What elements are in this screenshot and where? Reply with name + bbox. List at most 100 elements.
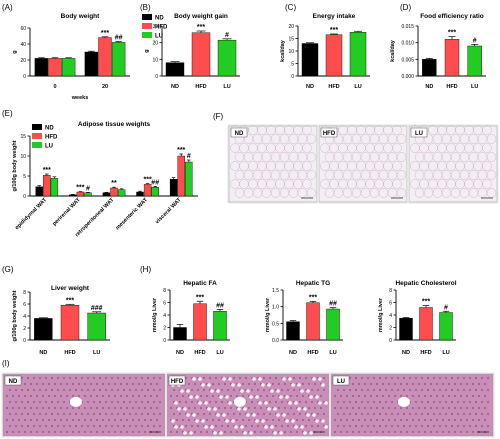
- panel-i-nucleus: [98, 424, 102, 428]
- panel-i-nucleus: [408, 412, 412, 416]
- panel-i-nucleus: [417, 382, 421, 386]
- panel-i-nucleus: [378, 376, 382, 380]
- panel-i-nucleus: [462, 400, 466, 404]
- panel-i-nucleus: [98, 376, 102, 380]
- panel-h3-title: Hepatic Cholesterol: [395, 280, 456, 287]
- panel-i-nucleus: [369, 394, 373, 398]
- panel-e-significance-label: ***: [144, 177, 152, 184]
- panel-f: ND HFD LU: [227, 124, 499, 204]
- panel-i-nucleus: [342, 424, 346, 428]
- panel-i-nucleus: [205, 430, 209, 434]
- panel-i-label-box: [168, 375, 186, 386]
- panel-i-lipid-droplet: [207, 407, 211, 411]
- panel-i-nucleus: [348, 400, 352, 404]
- panel-i-nucleus: [229, 394, 233, 398]
- panel-i-nucleus: [414, 412, 418, 416]
- panel-i-nucleus: [128, 424, 132, 428]
- panel-c-bar: [349, 32, 367, 77]
- panel-i-nucleus: [26, 424, 30, 428]
- panel-i-nucleus: [68, 424, 72, 428]
- panel-i-nucleus: [232, 388, 236, 392]
- panel-c-y-tick-label: 20: [288, 24, 294, 30]
- panel-i-nucleus: [125, 382, 129, 386]
- panel-i-nucleus: [450, 412, 454, 416]
- panel-i-nucleus: [366, 424, 370, 428]
- panel-i-nucleus: [289, 394, 293, 398]
- panel-i-nucleus: [211, 418, 215, 422]
- panel-i-nucleus: [313, 406, 317, 410]
- panel-i-nucleus: [375, 430, 379, 434]
- panel-a-title: Body weight: [61, 13, 100, 20]
- panel-i-nucleus: [86, 412, 90, 416]
- panel-i-lipid-droplet: [312, 413, 316, 417]
- panel-i-nucleus: [116, 400, 120, 404]
- panel-h3-significance-label: ***: [422, 299, 430, 306]
- panel-i-nucleus: [432, 376, 436, 380]
- panel-i-nucleus: [286, 424, 290, 428]
- panel-i-lipid-droplet: [243, 407, 247, 411]
- panel-i-nucleus: [333, 394, 337, 398]
- legend-e: ND HFD LU: [32, 124, 58, 150]
- panel-e-bar: [185, 161, 193, 197]
- panel-f-cell: [486, 188, 497, 198]
- panel-e-significance-label: ***: [76, 185, 84, 192]
- panel-i-nucleus: [80, 376, 84, 380]
- panel-i-lipid-droplet: [267, 407, 271, 411]
- panel-i-lipid-droplet: [321, 383, 325, 387]
- panel-f-image-lu: LU: [408, 125, 498, 203]
- panel-h2-bar: [306, 302, 320, 341]
- panel-i-nucleus: [396, 376, 400, 380]
- panel-i-nucleus: [369, 382, 373, 386]
- panel-i-nucleus: [348, 412, 352, 416]
- panel-i-nucleus: [474, 376, 478, 380]
- panel-i-nucleus: [384, 376, 388, 380]
- panel-i-lipid-droplet: [321, 419, 325, 423]
- panel-i-nucleus: [304, 376, 308, 380]
- panel-i-nucleus: [62, 400, 66, 404]
- panel-i-nucleus: [14, 400, 18, 404]
- panel-i-nucleus: [59, 430, 63, 434]
- legend-e-swatch-hfd: [32, 133, 42, 139]
- panel-i-nucleus: [71, 406, 75, 410]
- panel-i-nucleus: [381, 418, 385, 422]
- panel-i-nucleus: [339, 430, 343, 434]
- panel-i-nucleus: [387, 382, 391, 386]
- panel-i-nucleus: [71, 418, 75, 422]
- panel-i-nucleus: [378, 400, 382, 404]
- panel-i-nucleus: [483, 406, 487, 410]
- panel-i-nucleus: [411, 382, 415, 386]
- panel-i-nucleus: [369, 430, 373, 434]
- panel-i-lipid-droplet: [183, 431, 187, 435]
- panel-i-nucleus: [250, 424, 254, 428]
- panel-i-nucleus: [381, 430, 385, 434]
- panel-i-lipid-droplet: [261, 419, 265, 423]
- panel-i-nucleus: [447, 382, 451, 386]
- panel-i-nucleus: [277, 382, 281, 386]
- panel-a-significance-label: ##: [115, 35, 123, 42]
- panel-i-nucleus: [244, 424, 248, 428]
- panel-i-nucleus: [235, 418, 239, 422]
- panel-i-nucleus: [77, 394, 81, 398]
- panel-i-nucleus: [480, 400, 484, 404]
- panel-i-nucleus: [101, 418, 105, 422]
- panel-f-cell: [392, 161, 402, 171]
- panel-i-nucleus: [98, 388, 102, 392]
- panel-i-nucleus: [429, 394, 433, 398]
- panel-i-nucleus: [468, 376, 472, 380]
- panel-i-lipid-droplet: [213, 431, 217, 435]
- panel-i-nucleus: [134, 424, 138, 428]
- panel-i-nucleus: [256, 388, 260, 392]
- panel-f-label-box: [410, 127, 428, 138]
- panel-i-nucleus: [474, 424, 478, 428]
- panel-i-nucleus: [184, 376, 188, 380]
- panel-i-nucleus: [304, 400, 308, 404]
- panel-g-title: Liver weight: [51, 285, 90, 292]
- legend-e-swatch-lu: [32, 142, 42, 148]
- panel-i-nucleus: [393, 382, 397, 386]
- panel-f-cell: [306, 134, 317, 144]
- panel-i-nucleus: [193, 382, 197, 386]
- panel-i-lipid-droplet: [192, 413, 196, 417]
- panel-i-nucleus: [62, 388, 66, 392]
- panel-f-image-bg: [318, 125, 408, 203]
- panel-i-nucleus: [432, 412, 436, 416]
